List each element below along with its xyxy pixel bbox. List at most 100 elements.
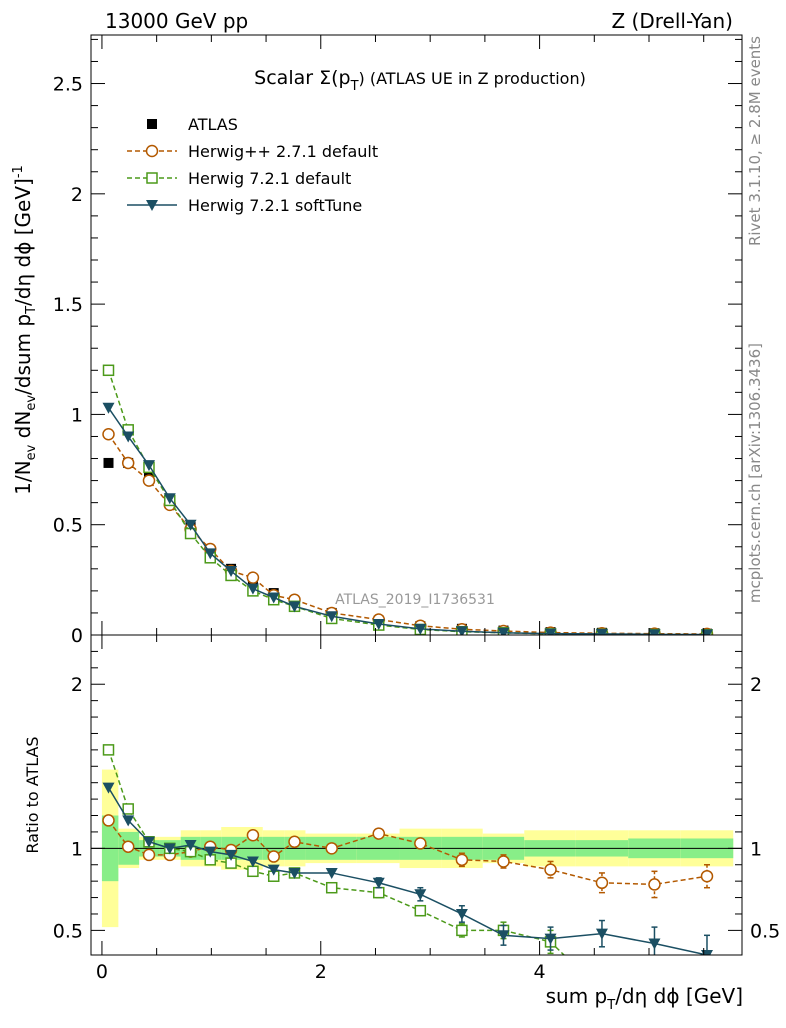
x-tick-label: 4 bbox=[534, 961, 546, 983]
data-point bbox=[102, 428, 115, 441]
ratio-y-tick-label-right: 0.5 bbox=[750, 920, 780, 942]
ratio-panel-frame bbox=[90, 634, 743, 956]
ratio-point bbox=[497, 855, 510, 868]
legend: ATLAS Herwig++ 2.7.1 default Herwig 7.2.1 … bbox=[127, 115, 378, 215]
data-point bbox=[184, 519, 197, 531]
error-bar bbox=[703, 934, 710, 955]
ratio-point bbox=[122, 803, 134, 815]
ratio-point bbox=[267, 864, 280, 876]
data-point bbox=[204, 548, 217, 560]
ratio-point bbox=[267, 850, 280, 863]
ratio-point bbox=[142, 848, 156, 862]
y-tick-label: 2.5 bbox=[53, 74, 83, 96]
x-tick-label: 0 bbox=[96, 961, 108, 983]
rivet-version-label: Rivet 3.1.10, ≥ 2.8M events bbox=[746, 36, 764, 246]
legend-marker bbox=[145, 144, 159, 158]
legend-label: Herwig++ 2.7.1 default bbox=[188, 142, 378, 161]
plot-title: Scalar Σ(pT) (ATLAS UE in Z production) bbox=[254, 67, 586, 94]
data-point bbox=[102, 402, 115, 414]
ratio-point bbox=[455, 853, 469, 867]
legend-entry: ATLAS bbox=[147, 115, 238, 134]
data-point bbox=[246, 571, 260, 584]
data-point bbox=[497, 627, 510, 635]
y-tick-label: 0.5 bbox=[53, 515, 83, 537]
ratio-point bbox=[595, 876, 609, 890]
error-bar bbox=[598, 872, 605, 894]
main-panel: Scalar Σ(pT) (ATLAS UE in Z production) … bbox=[53, 34, 743, 647]
ratio-point bbox=[325, 881, 338, 894]
data-point bbox=[225, 566, 238, 578]
ratio-point bbox=[163, 843, 176, 855]
data-point bbox=[288, 601, 301, 613]
y-tick-label: 1.5 bbox=[53, 294, 83, 316]
data-point bbox=[143, 468, 154, 479]
ratio-point bbox=[247, 865, 259, 878]
ratio-y-tick-label-right: 1 bbox=[750, 838, 762, 860]
legend-label: Herwig 7.2.1 default bbox=[188, 169, 351, 188]
ratio-point bbox=[372, 827, 386, 840]
data-point bbox=[163, 493, 176, 505]
ratio-y-tick-label: 1 bbox=[71, 838, 83, 860]
legend-entry: Herwig++ 2.7.1 default bbox=[127, 142, 378, 161]
y-axis-title: 1/Nev dNev/dsum pT/dη dϕ [GeV]-1 bbox=[11, 165, 39, 495]
legend-entry: Herwig 7.2.1 default bbox=[127, 169, 351, 188]
ratio-point bbox=[595, 928, 608, 940]
data-point bbox=[102, 364, 115, 377]
data-point bbox=[246, 583, 259, 595]
legend-entry: Herwig 7.2.1 softTune bbox=[127, 196, 362, 215]
ratio-point bbox=[544, 933, 557, 945]
ratio-series-2 bbox=[102, 782, 713, 955]
x-axis-title: sum pT/dη dϕ [GeV] bbox=[546, 984, 743, 1013]
ratio-point bbox=[184, 840, 197, 852]
data-point bbox=[544, 628, 557, 635]
ratio-point bbox=[497, 930, 510, 942]
y-tick-label: 0 bbox=[71, 625, 83, 647]
y-tick-label: 1 bbox=[71, 404, 83, 426]
legend-marker bbox=[146, 200, 158, 211]
ratio-point bbox=[648, 878, 661, 891]
data-point bbox=[414, 623, 427, 635]
ratio-point bbox=[325, 867, 338, 879]
legend-label: Herwig 7.2.1 softTune bbox=[188, 196, 362, 215]
ratio-point bbox=[414, 904, 427, 917]
ratio-series-line bbox=[107, 787, 708, 955]
y-tick-label: 2 bbox=[71, 184, 83, 206]
ratio-point bbox=[142, 836, 155, 848]
ratio-point bbox=[102, 782, 115, 794]
ratio-point bbox=[544, 863, 557, 876]
mcplots-label: mcplots.cern.ch [arXiv:1306.3436] bbox=[746, 343, 764, 603]
ratio-y-tick-label-right: 2 bbox=[750, 674, 762, 696]
ratio-point bbox=[288, 867, 301, 879]
data-point bbox=[142, 460, 155, 472]
legend-label: ATLAS bbox=[188, 115, 238, 134]
data-point bbox=[122, 431, 135, 443]
ratio-axis-title: Ratio to ATLAS bbox=[23, 736, 42, 853]
ratio-point bbox=[121, 840, 135, 853]
data-point bbox=[648, 629, 661, 635]
data-point bbox=[455, 626, 468, 635]
ratio-y-tick-label: 0.5 bbox=[53, 920, 83, 942]
ratio-point bbox=[102, 814, 115, 827]
legend-marker bbox=[146, 172, 158, 184]
series-3 bbox=[102, 402, 713, 635]
ratio-panel: 0.5 0.5 1 1 2 2 0 2 4 bbox=[53, 634, 780, 983]
data-point bbox=[142, 474, 156, 487]
ratio-point bbox=[204, 846, 217, 858]
ratio-point bbox=[246, 828, 260, 842]
x-tick-label: 2 bbox=[315, 961, 327, 983]
error-bar bbox=[651, 870, 658, 899]
ratio-point bbox=[372, 877, 385, 889]
ratio-point bbox=[648, 938, 661, 950]
ratio-point bbox=[456, 924, 468, 937]
ratio-point bbox=[122, 815, 135, 827]
plot-title-sub: T bbox=[350, 79, 359, 94]
data-point bbox=[103, 457, 114, 468]
data-point bbox=[325, 611, 338, 623]
data-point bbox=[372, 618, 385, 630]
watermark-label: ATLAS_2019_I1736531 bbox=[335, 592, 495, 608]
ratio-series-0 bbox=[102, 814, 714, 899]
data-point bbox=[121, 456, 135, 470]
ratio-point bbox=[325, 842, 338, 855]
